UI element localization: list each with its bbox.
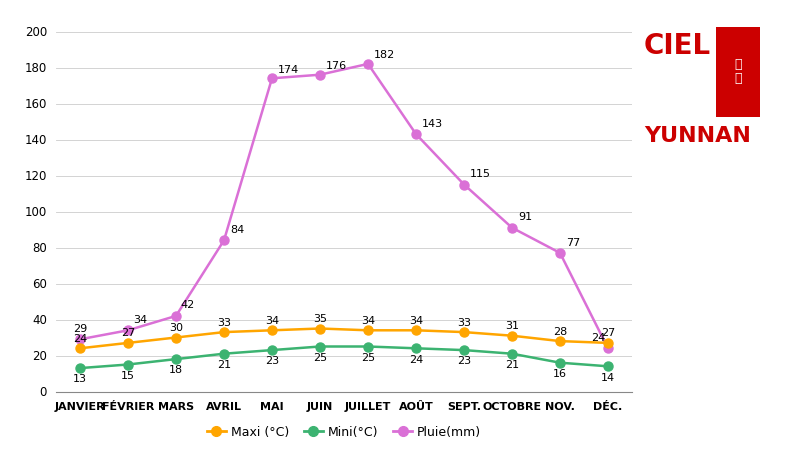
Text: 23: 23: [265, 356, 279, 366]
Text: 34: 34: [133, 315, 147, 325]
Text: 23: 23: [457, 356, 471, 366]
Text: 24: 24: [591, 333, 606, 343]
Text: CIEL: CIEL: [644, 32, 711, 59]
Text: 16: 16: [553, 369, 567, 379]
Text: 34: 34: [265, 316, 279, 326]
Text: 34: 34: [409, 316, 423, 326]
Text: 24: 24: [409, 355, 423, 365]
Text: 25: 25: [361, 353, 375, 363]
Text: 21: 21: [217, 360, 231, 370]
Text: 182: 182: [374, 50, 395, 60]
Text: 24: 24: [73, 334, 87, 344]
Text: 30: 30: [169, 323, 183, 333]
Text: 176: 176: [326, 61, 347, 71]
Text: 174: 174: [278, 65, 299, 75]
Text: 15: 15: [121, 371, 135, 381]
Text: 雷
雲: 雷 雲: [734, 58, 742, 86]
Text: 31: 31: [505, 321, 519, 331]
Text: 143: 143: [422, 119, 443, 129]
Text: 91: 91: [518, 212, 532, 222]
Text: 18: 18: [169, 365, 183, 375]
Text: 29: 29: [73, 324, 87, 334]
Text: 13: 13: [73, 374, 87, 384]
Text: YUNNAN: YUNNAN: [644, 126, 751, 146]
Text: 84: 84: [230, 225, 244, 235]
Text: 14: 14: [601, 373, 615, 382]
Text: 33: 33: [457, 318, 471, 328]
Text: 25: 25: [313, 353, 327, 363]
Text: 21: 21: [505, 360, 519, 370]
Text: 28: 28: [553, 327, 567, 337]
Text: 34: 34: [361, 316, 375, 326]
Text: 115: 115: [470, 169, 490, 179]
Text: 35: 35: [313, 314, 327, 324]
Text: 27: 27: [121, 328, 135, 338]
Text: 33: 33: [217, 318, 231, 328]
Legend: Maxi (°C), Mini(°C), Pluie(mm): Maxi (°C), Mini(°C), Pluie(mm): [202, 421, 486, 444]
Text: 27: 27: [601, 328, 615, 338]
Text: 42: 42: [181, 301, 195, 310]
Text: 77: 77: [566, 238, 580, 248]
